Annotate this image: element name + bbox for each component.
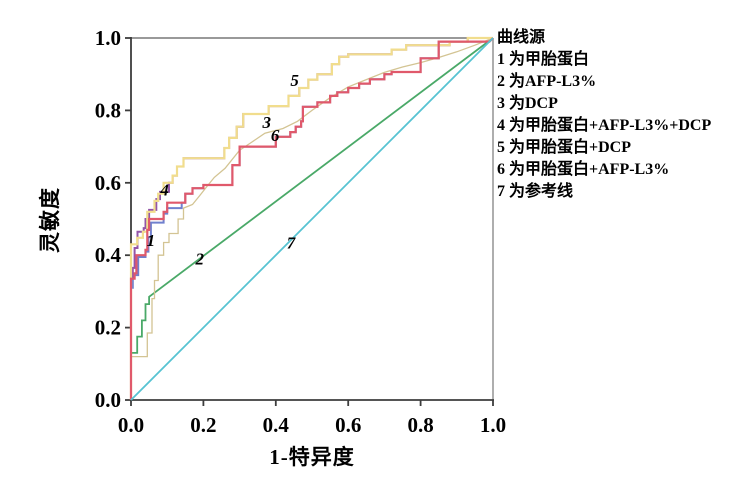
legend-item-7: 7 为参考线 <box>497 183 574 200</box>
curve-number-label-3: 3 <box>262 113 272 132</box>
curve-number-label-6: 6 <box>271 126 280 145</box>
y-tick-label: 0.6 <box>95 171 121 195</box>
curve-number-label-4: 4 <box>159 180 169 199</box>
y-tick-label: 0.8 <box>95 98 121 122</box>
x-axis-title: 1-特异度 <box>269 445 355 469</box>
roc-curve-7 <box>130 37 494 401</box>
legend-item-4: 4 为甲胎蛋白+AFP-L3%+DCP <box>497 117 712 134</box>
roc-curve-5 <box>129 36 493 400</box>
y-tick-label: 0.4 <box>95 243 122 267</box>
x-tick-label: 0.4 <box>263 413 290 437</box>
y-tick-label: 1.0 <box>95 26 121 50</box>
roc-curve-2 <box>130 37 494 400</box>
x-tick-label: 0.8 <box>407 413 433 437</box>
curve-number-label-7: 7 <box>287 234 297 253</box>
x-tick-label: 0.0 <box>118 413 144 437</box>
curve-number-label-1: 1 <box>147 231 156 250</box>
y-axis-title: 灵敏度 <box>38 187 62 253</box>
legend-item-6: 6 为甲胎蛋白+AFP-L3% <box>497 161 670 178</box>
y-tick-label: 0.2 <box>95 316 121 340</box>
x-tick-label: 0.2 <box>190 413 216 437</box>
roc-curve-3 <box>130 37 494 400</box>
legend-item-1: 1 为甲胎蛋白 <box>497 51 590 68</box>
roc-curve-6 <box>129 37 494 400</box>
curve-source-legend: 曲线源 1 为甲胎蛋白 2 为AFP-L3% 3 为DCP 4 为甲胎蛋白+AF… <box>497 27 739 203</box>
legend-item-5: 5 为甲胎蛋白+DCP <box>497 139 632 156</box>
x-tick-label: 0.6 <box>335 413 361 437</box>
curve-number-label-5: 5 <box>290 71 299 90</box>
legend-title: 曲线源 <box>497 29 546 46</box>
legend-item-2: 2 为AFP-L3% <box>497 73 597 90</box>
y-tick-label: 0.0 <box>95 388 121 412</box>
x-tick-label: 1.0 <box>480 413 506 437</box>
legend-item-3: 3 为DCP <box>497 95 558 112</box>
curve-number-label-2: 2 <box>195 249 205 268</box>
